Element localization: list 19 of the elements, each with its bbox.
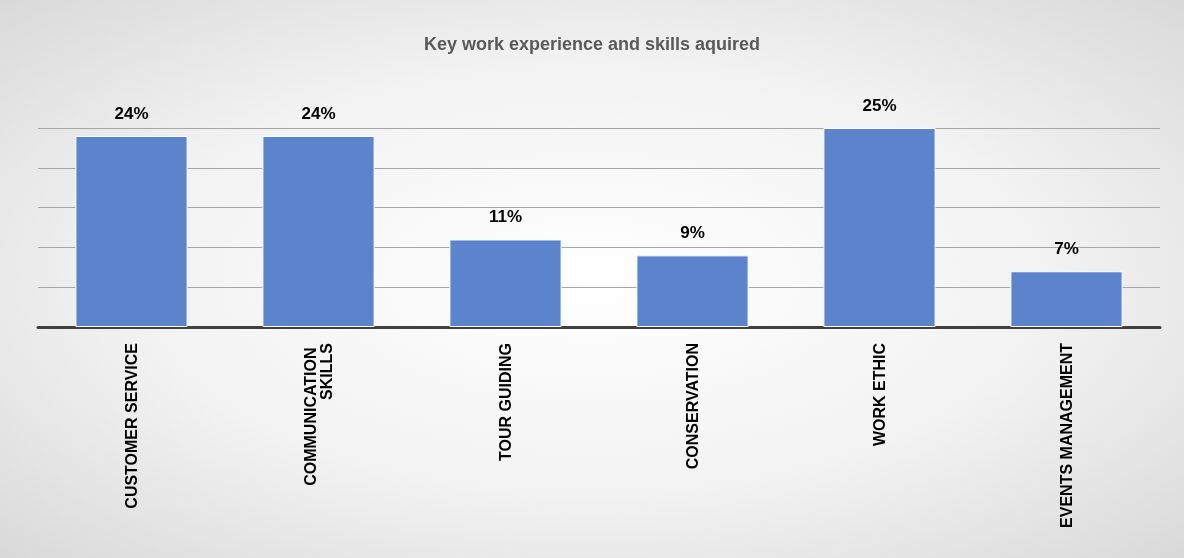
- bar: [636, 255, 749, 327]
- bar: [823, 128, 936, 327]
- data-label: 24%: [301, 103, 336, 123]
- data-label: 11%: [488, 207, 523, 227]
- bar: [1010, 271, 1123, 327]
- bar: [449, 239, 562, 327]
- bar: [262, 135, 375, 327]
- data-label: 7%: [1054, 239, 1079, 259]
- bar: [75, 135, 188, 327]
- x-tick-label: COMMUNICATION SKILLS: [302, 342, 335, 486]
- data-label: 9%: [680, 223, 705, 243]
- chart-title: Key work experience and skills aquired: [423, 34, 761, 54]
- x-tick-label: TOUR GUIDING: [497, 343, 514, 461]
- x-tick-label: WORK ETHIC: [871, 342, 888, 447]
- x-tick-label: CONSERVATION: [684, 343, 701, 470]
- data-label: 24%: [114, 103, 149, 123]
- x-tick-label: CUSTOMER SERVICE: [123, 342, 140, 509]
- data-label: 25%: [862, 96, 897, 115]
- x-tick-label: EVENTS MANAGEMENT: [1058, 342, 1075, 528]
